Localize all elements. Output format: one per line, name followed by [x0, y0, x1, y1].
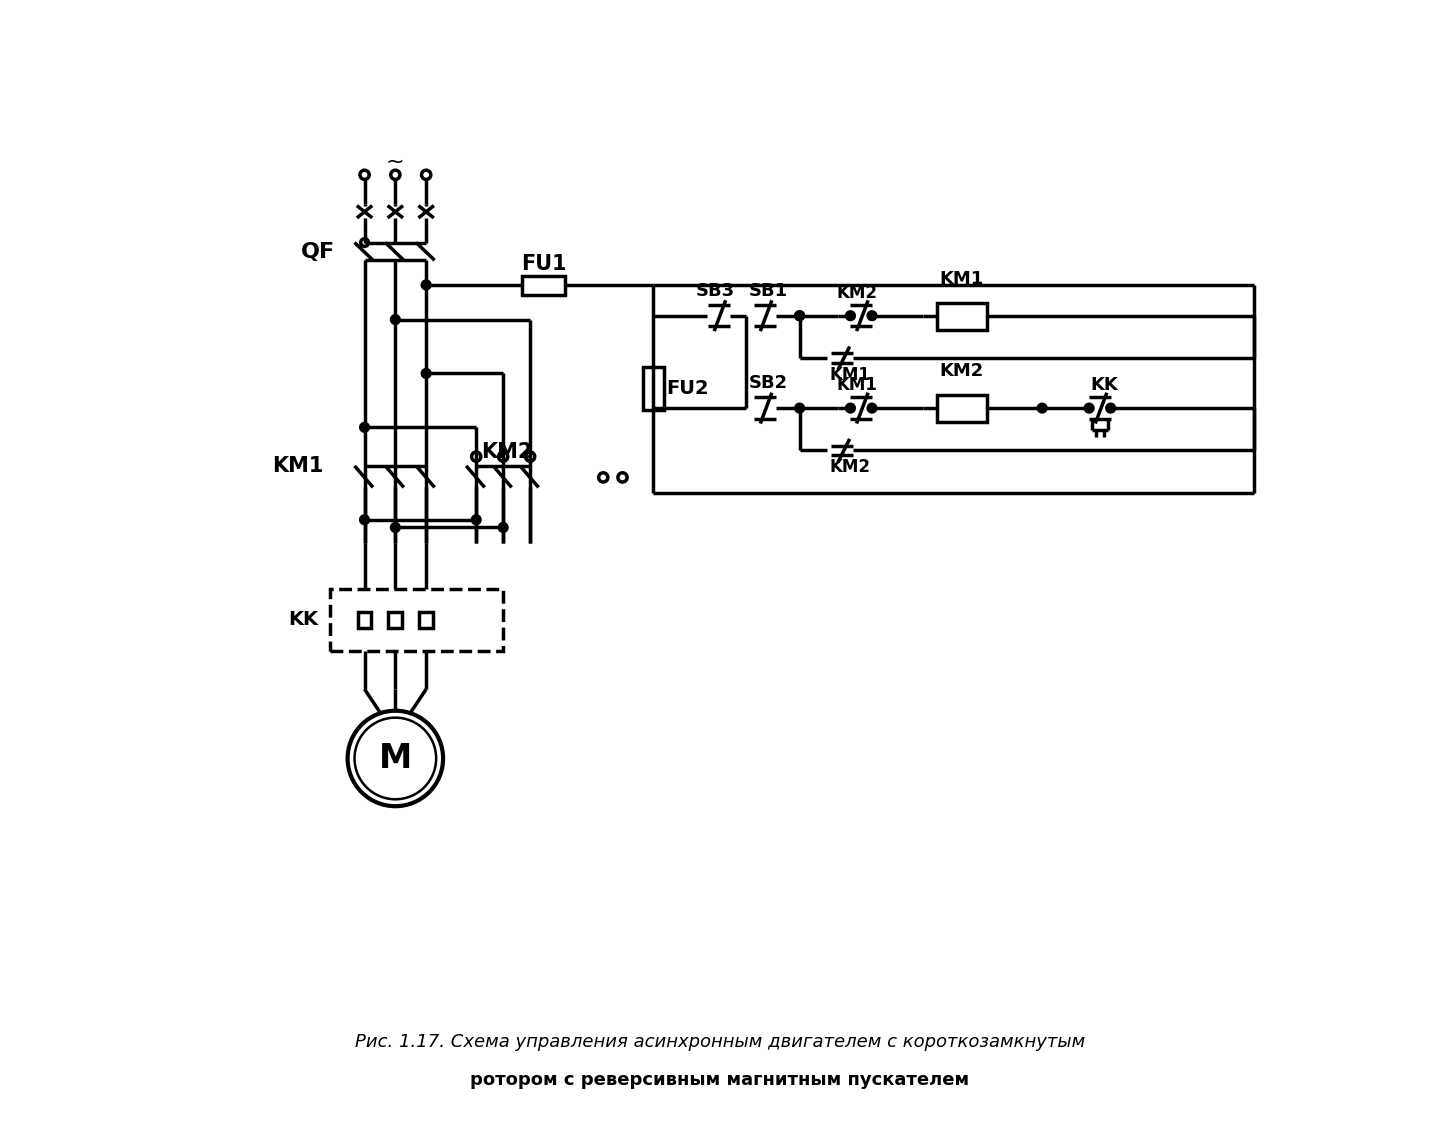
Bar [357, 612, 372, 628]
Circle shape [868, 404, 876, 412]
Bar [389, 612, 402, 628]
Circle shape [796, 404, 804, 412]
Bar [936, 302, 986, 329]
Circle shape [868, 312, 876, 320]
Circle shape [796, 312, 804, 320]
Circle shape [347, 711, 444, 806]
Circle shape [360, 423, 369, 431]
Circle shape [422, 369, 431, 377]
Text: Рис. 1.17. Схема управления асинхронным двигателем с короткозамкнутым: Рис. 1.17. Схема управления асинхронным … [354, 1033, 1086, 1051]
Bar [642, 367, 664, 410]
Circle shape [847, 404, 854, 412]
Bar [523, 275, 564, 295]
Circle shape [500, 523, 507, 531]
Bar [330, 590, 503, 650]
Circle shape [618, 473, 628, 482]
Text: KK: KK [288, 611, 318, 629]
Circle shape [599, 473, 608, 482]
Text: FU2: FU2 [667, 380, 710, 399]
Circle shape [847, 312, 854, 320]
Text: KM2: KM2 [829, 458, 870, 476]
Text: KK: KK [1090, 376, 1117, 394]
Text: M: M [379, 742, 412, 775]
Text: KM2: KM2 [939, 362, 984, 381]
Circle shape [392, 316, 399, 323]
Circle shape [1038, 404, 1045, 412]
Circle shape [498, 451, 508, 462]
Circle shape [1107, 404, 1115, 412]
Circle shape [360, 515, 369, 523]
Circle shape [796, 312, 804, 320]
Text: ~: ~ [386, 152, 405, 172]
Circle shape [390, 171, 400, 180]
Text: KM1: KM1 [272, 456, 323, 476]
Text: SB3: SB3 [696, 282, 734, 300]
Text: ротором с реверсивным магнитным пускателем: ротором с реверсивным магнитным пускател… [471, 1071, 969, 1089]
Text: FU1: FU1 [521, 254, 567, 274]
Text: KM2: KM2 [481, 442, 533, 462]
Bar [936, 395, 986, 422]
Text: KM1: KM1 [837, 376, 878, 394]
Circle shape [360, 171, 369, 180]
Circle shape [1086, 404, 1093, 412]
Circle shape [526, 451, 534, 462]
Circle shape [354, 718, 436, 800]
Circle shape [472, 515, 480, 523]
Circle shape [422, 171, 431, 180]
Text: KM2: KM2 [837, 284, 878, 302]
Text: SB2: SB2 [749, 374, 788, 392]
Text: KM1: KM1 [939, 270, 984, 287]
Circle shape [422, 281, 431, 289]
Text: QF: QF [301, 241, 336, 262]
Text: SB1: SB1 [749, 282, 788, 300]
Circle shape [392, 523, 399, 531]
Text: KM1: KM1 [829, 366, 870, 384]
Bar [419, 612, 433, 628]
Circle shape [360, 239, 369, 246]
Circle shape [471, 451, 481, 462]
